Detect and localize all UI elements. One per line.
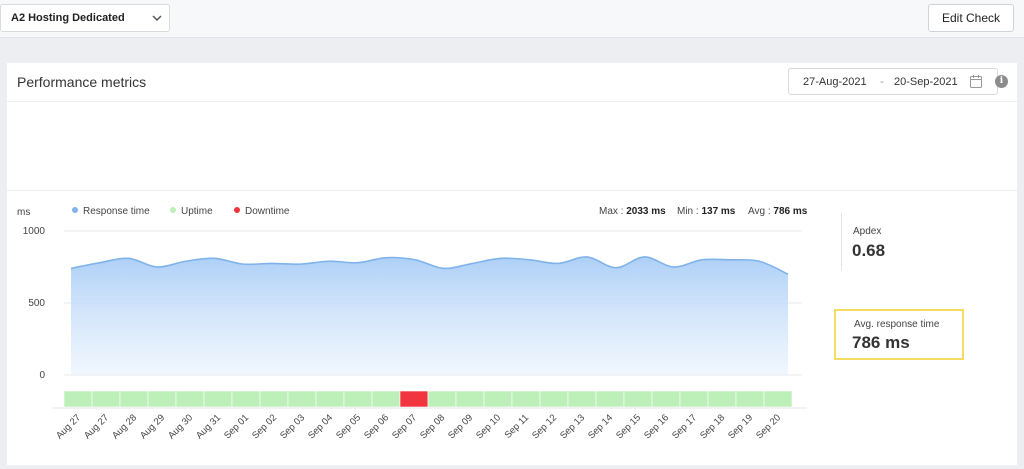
- downtime-dot-icon: [234, 207, 240, 213]
- uptime-segment[interactable]: [651, 390, 681, 408]
- x-tick-label: Sep 16: [642, 412, 671, 441]
- uptime-segment[interactable]: [707, 390, 737, 408]
- apdex-value: 0.68: [852, 241, 886, 260]
- legend-label: Downtime: [245, 206, 290, 217]
- x-tick-label: Sep 19: [726, 412, 755, 441]
- x-tick-label: Aug 30: [166, 412, 195, 441]
- stat-label: Max :: [599, 206, 627, 217]
- stat-min: Min : 137 ms: [677, 206, 735, 217]
- divider: [7, 101, 1017, 102]
- divider: [841, 213, 842, 270]
- uptime-segment[interactable]: [679, 390, 709, 408]
- x-tick-label: Aug 31: [194, 412, 223, 441]
- legend-label: Uptime: [181, 206, 213, 217]
- x-tick-label: Sep 15: [614, 412, 643, 441]
- monitor-select[interactable]: A2 Hosting Dedicated: [0, 4, 170, 32]
- uptime-segment[interactable]: [315, 390, 345, 408]
- x-tick-label: Sep 13: [558, 412, 587, 441]
- uptime-segment[interactable]: [203, 390, 233, 408]
- top-bar: A2 Hosting Dedicated Edit Check: [0, 0, 1024, 38]
- uptime-dot-icon: [170, 207, 176, 213]
- x-tick-label: Sep 10: [474, 412, 503, 441]
- uptime-segment[interactable]: [119, 390, 149, 408]
- uptime-segment[interactable]: [595, 390, 625, 408]
- uptime-segment[interactable]: [483, 390, 513, 408]
- uptime-segment[interactable]: [147, 390, 177, 408]
- apdex-label: Apdex: [853, 226, 882, 237]
- y-axis-unit: ms: [17, 207, 31, 218]
- x-tick-label: Sep 09: [446, 412, 475, 441]
- monitor-select-value: A2 Hosting Dedicated: [11, 12, 125, 24]
- downtime-segment[interactable]: [399, 390, 429, 408]
- x-tick-label: Sep 18: [698, 412, 727, 441]
- info-icon[interactable]: i: [995, 75, 1008, 88]
- x-tick-label: Aug 27: [54, 412, 83, 441]
- y-tick-label: 500: [28, 298, 45, 309]
- uptime-segment[interactable]: [259, 390, 289, 408]
- edit-check-button[interactable]: Edit Check: [928, 4, 1014, 32]
- response-time-area: [71, 256, 788, 375]
- response-dot-icon: [72, 207, 78, 213]
- x-tick-label: Sep 05: [334, 412, 363, 441]
- legend-downtime[interactable]: Downtime: [234, 206, 289, 217]
- uptime-segment[interactable]: [427, 390, 457, 408]
- uptime-segment[interactable]: [735, 390, 765, 408]
- x-tick-label: Sep 01: [222, 412, 251, 441]
- stat-value: 786 ms: [773, 206, 808, 217]
- stat-value: 2033 ms: [626, 206, 666, 217]
- avg-response-time-box: Avg. response time 786 ms: [834, 309, 964, 360]
- avg-response-time-label: Avg. response time: [854, 319, 940, 330]
- x-tick-label: Aug 28: [110, 412, 139, 441]
- y-tick-label: 0: [39, 370, 45, 381]
- x-tick-label: Sep 07: [390, 412, 419, 441]
- uptime-segment[interactable]: [371, 390, 401, 408]
- chevron-down-icon: [152, 15, 162, 22]
- date-from: 27-Aug-2021: [803, 76, 867, 88]
- stat-label: Min :: [677, 206, 702, 217]
- uptime-segment[interactable]: [91, 390, 121, 408]
- stat-label: Avg :: [748, 206, 774, 217]
- stat-max: Max : 2033 ms: [599, 206, 666, 217]
- performance-metrics-card: Performance metrics 27-Aug-2021 - 20-Sep…: [7, 63, 1017, 465]
- x-tick-label: Sep 12: [530, 412, 559, 441]
- response-time-line: [70, 256, 789, 275]
- y-tick-label: 1000: [23, 226, 46, 237]
- avg-response-time-value: 786 ms: [852, 333, 910, 352]
- x-tick-label: Sep 04: [306, 412, 335, 441]
- stat-value: 137 ms: [701, 206, 736, 217]
- stat-avg: Avg : 786 ms: [748, 206, 807, 217]
- date-to: 20-Sep-2021: [894, 76, 958, 88]
- x-tick-label: Sep 06: [362, 412, 391, 441]
- uptime-segment[interactable]: [763, 390, 793, 408]
- x-tick-label: Sep 08: [418, 412, 447, 441]
- x-tick-label: Sep 02: [250, 412, 279, 441]
- uptime-segment[interactable]: [287, 390, 317, 408]
- calendar-icon: [970, 75, 982, 88]
- uptime-segment[interactable]: [175, 390, 205, 408]
- uptime-segment[interactable]: [455, 390, 485, 408]
- uptime-segment[interactable]: [343, 390, 373, 408]
- uptime-segment[interactable]: [63, 390, 93, 408]
- uptime-segment[interactable]: [623, 390, 653, 408]
- uptime-segment[interactable]: [231, 390, 261, 408]
- x-tick-label: Sep 03: [278, 412, 307, 441]
- x-tick-label: Sep 14: [586, 412, 615, 441]
- x-tick-label: Aug 27: [82, 412, 111, 441]
- legend-uptime[interactable]: Uptime: [170, 206, 213, 217]
- uptime-segment[interactable]: [539, 390, 569, 408]
- x-tick-label: Sep 17: [670, 412, 699, 441]
- x-tick-label: Sep 11: [503, 412, 532, 441]
- uptime-segment[interactable]: [567, 390, 597, 408]
- legend-response-time[interactable]: Response time: [72, 206, 150, 217]
- legend-label: Response time: [83, 206, 150, 217]
- divider: [7, 190, 1017, 191]
- date-separator: -: [880, 76, 884, 88]
- x-tick-label: Sep 20: [754, 412, 783, 441]
- uptime-segment[interactable]: [511, 390, 541, 408]
- card-title: Performance metrics: [17, 74, 147, 90]
- x-tick-label: Aug 29: [138, 412, 167, 441]
